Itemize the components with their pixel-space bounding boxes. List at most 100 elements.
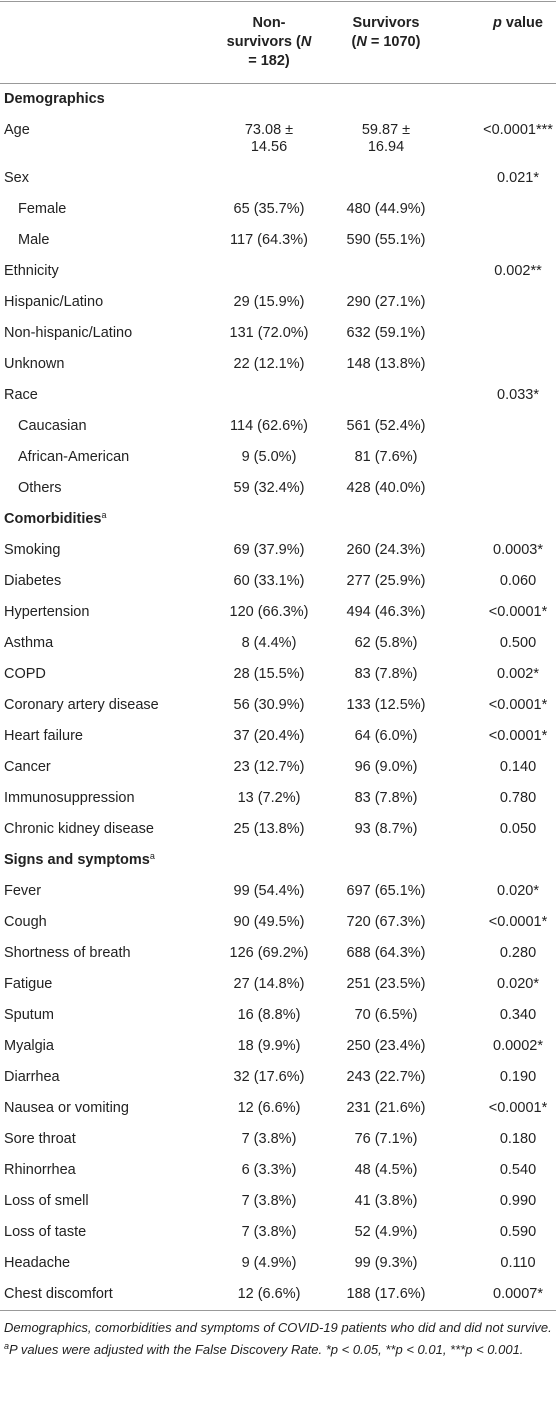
cell-text: 0.0002* (493, 1038, 543, 1054)
cell-text: 117 (64.3%) (230, 232, 308, 248)
cell-text: 13 (7.2%) (237, 790, 301, 806)
row-label-cell: Fever (0, 876, 209, 907)
row-label: African-American (18, 449, 130, 465)
footnotes: Demographics, comorbidities and symptoms… (0, 1311, 556, 1359)
value-cell (329, 380, 444, 411)
header-text: Non-survivors (226, 15, 292, 50)
row-label: Myalgia (4, 1038, 54, 1054)
cell-text: 93 (8.7%) (354, 821, 418, 837)
row-label-cell: Unknown (0, 349, 209, 380)
cell-text: 243 (22.7%) (346, 1069, 426, 1085)
value-cell: 69 (37.9%) (209, 535, 329, 566)
header-cell: Non-survivors (N = 182) (209, 2, 329, 84)
data-row: Cancer 23 (12.7%) 96 (9.0%) 0.140 (0, 752, 556, 783)
row-label: Male (18, 232, 50, 248)
row-label-cell: Heart failure (0, 721, 209, 752)
cell-text: 83 (7.8%) (354, 666, 418, 682)
cell-text: 70 (6.5%) (354, 1007, 418, 1023)
row-label: Smoking (4, 542, 61, 558)
row-label: Age (4, 122, 30, 138)
cell-text: 0.020* (497, 976, 539, 992)
value-cell (209, 504, 329, 535)
data-row: Chest discomfort 12 (6.6%) 188 (17.6%) 0.00… (0, 1279, 556, 1311)
value-cell: <0.0001* (444, 721, 556, 752)
data-row: Diabetes 60 (33.1%) 277 (25.9%) 0.060 (0, 566, 556, 597)
row-label: Diabetes (4, 573, 62, 589)
value-cell: 99 (9.3%) (329, 1248, 444, 1279)
value-cell (444, 225, 556, 256)
value-cell: 99 (54.4%) (209, 876, 329, 907)
cell-text: 8 (4.4%) (241, 635, 297, 651)
cell-text: 83 (7.8%) (354, 790, 418, 806)
data-row: Heart failure 37 (20.4%) 64 (6.0%) <0.0001* (0, 721, 556, 752)
row-label: Fatigue (4, 976, 53, 992)
cell-text: <0.0001* (488, 1100, 548, 1116)
row-label-cell: Hypertension (0, 597, 209, 628)
row-label-cell: Cancer (0, 752, 209, 783)
superscript: a (101, 510, 107, 520)
cell-text: 120 (66.3%) (229, 604, 309, 620)
row-label-cell: Smoking (0, 535, 209, 566)
value-cell (444, 194, 556, 225)
cell-text: <0.0001* (488, 914, 548, 930)
caption: Demographics, comorbidities and symptoms… (4, 1320, 552, 1335)
cell-text: 480 (44.9%) (346, 201, 426, 217)
cell-text: 632 (59.1%) (346, 325, 426, 341)
value-cell (444, 411, 556, 442)
cell-text: 96 (9.0%) (354, 759, 418, 775)
row-label: Cough (4, 914, 47, 930)
row-label-cell: Caucasian (0, 411, 209, 442)
row-label: Caucasian (18, 418, 87, 434)
cell-text: 126 (69.2%) (229, 945, 309, 961)
header-text: Survivors (352, 15, 420, 31)
cell-text: 0.033* (497, 387, 539, 403)
data-row: Headache 9 (4.9%) 99 (9.3%) 0.110 (0, 1248, 556, 1279)
data-row: Nausea or vomiting 12 (6.6%) 231 (21.6%) <0… (0, 1093, 556, 1124)
header-text: = 1070) (366, 34, 421, 50)
data-row: Shortness of breath 126 (69.2%) 688 (64.3%… (0, 938, 556, 969)
data-row: Loss of smell 7 (3.8%) 41 (3.8%) 0.990 (0, 1186, 556, 1217)
value-cell: 0.033* (444, 380, 556, 411)
cell-text: 25 (13.8%) (233, 821, 305, 837)
section-row: Signs and symptomsa (0, 845, 556, 876)
header-text: ( (296, 34, 301, 50)
cell-text: 52 (4.9%) (354, 1224, 418, 1240)
section-row: Demographics (0, 84, 556, 116)
row-label: Others (18, 480, 62, 496)
value-cell: 7 (3.8%) (209, 1186, 329, 1217)
cell-text: 0.002** (494, 263, 542, 279)
cell-text: 76 (7.1%) (354, 1131, 418, 1147)
row-label: Non-hispanic/Latino (4, 325, 133, 341)
value-cell (444, 287, 556, 318)
data-row: Ethnicity 0.002** (0, 256, 556, 287)
header-text: ( (351, 34, 357, 50)
row-label-cell: Immunosuppression (0, 783, 209, 814)
header-var: N (356, 34, 367, 50)
row-label: Nausea or vomiting (4, 1100, 129, 1116)
value-cell (444, 349, 556, 380)
cell-text: 688 (64.3%) (346, 945, 426, 961)
value-cell: 561 (52.4%) (329, 411, 444, 442)
cell-text: 561 (52.4%) (346, 418, 426, 434)
row-label: COPD (4, 666, 46, 682)
data-row: Sputum 16 (8.8%) 70 (6.5%) 0.340 (0, 1000, 556, 1031)
cell-text: 0.060 (499, 573, 537, 589)
cell-text: 9 (4.9%) (241, 1255, 297, 1271)
cell-text: 0.990 (499, 1193, 537, 1209)
data-row: Coronary artery disease 56 (30.9%) 133 (12… (0, 690, 556, 721)
row-label: Loss of taste (4, 1224, 87, 1240)
cell-text: 48 (4.5%) (354, 1162, 418, 1178)
row-label: Asthma (4, 635, 54, 651)
value-cell: 428 (40.0%) (329, 473, 444, 504)
value-cell: 148 (13.8%) (329, 349, 444, 380)
value-cell (444, 504, 556, 535)
cell-text: 131 (72.0%) (229, 325, 309, 341)
cell-text: 231 (21.6%) (346, 1100, 426, 1116)
value-cell: 632 (59.1%) (329, 318, 444, 349)
value-cell: 60 (33.1%) (209, 566, 329, 597)
row-label: Fever (4, 883, 42, 899)
cell-text: 16 (8.8%) (237, 1007, 301, 1023)
row-label-cell: Sore throat (0, 1124, 209, 1155)
value-cell: 494 (46.3%) (329, 597, 444, 628)
data-row: Fever 99 (54.4%) 697 (65.1%) 0.020* (0, 876, 556, 907)
